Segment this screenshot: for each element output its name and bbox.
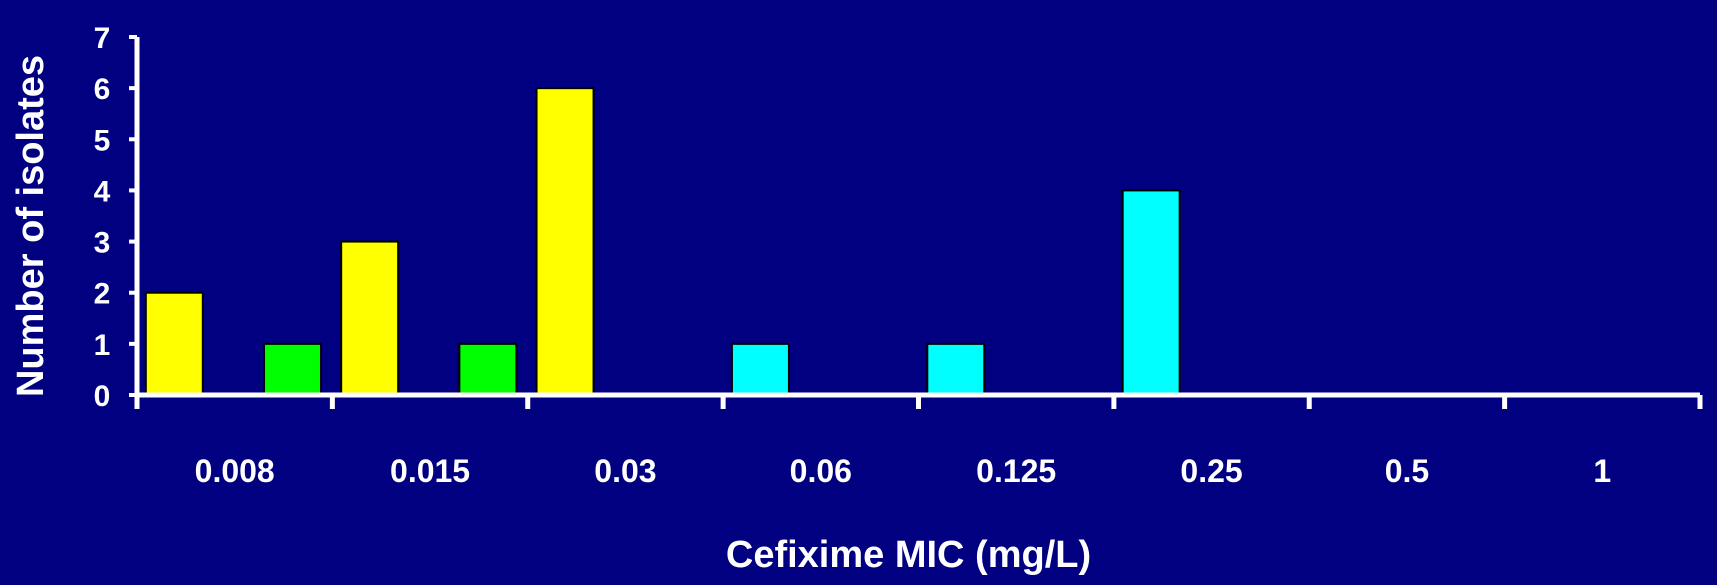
x-tick-label: 0.5: [1385, 453, 1429, 489]
y-tick-label: 2: [94, 278, 111, 311]
y-tick-label: 4: [94, 175, 111, 208]
x-tick-label: 0.03: [594, 453, 656, 489]
y-tick-label: 1: [94, 329, 111, 362]
x-tick-label: 0.015: [390, 453, 470, 489]
x-tick-label: 0.25: [1180, 453, 1242, 489]
x-axis-title: Cefixime MIC (mg/L): [726, 534, 1091, 576]
y-tick-label: 6: [94, 73, 111, 106]
bar: [458, 342, 518, 397]
bar: [926, 342, 986, 397]
y-ticks-group: 0 1 2 3 4 5 6 7: [94, 22, 137, 413]
bar: [144, 291, 204, 397]
bar: [730, 342, 790, 397]
y-tick-label: 5: [94, 124, 111, 157]
x-ticks-group: [134, 395, 1703, 409]
bars-group: [144, 87, 1181, 397]
y-tick-label: 0: [94, 380, 111, 413]
bar: [535, 87, 595, 397]
bar: [262, 342, 322, 397]
x-tick-label: 0.008: [195, 453, 275, 489]
x-tick-label: 0.125: [976, 453, 1056, 489]
x-tick-label: 0.06: [790, 453, 852, 489]
x-tick-labels-group: 0.008 0.015 0.03 0.06 0.125 0.25 0.5 1: [195, 453, 1612, 489]
bar: [340, 240, 400, 396]
y-axis-title: Number of isolates: [10, 55, 52, 397]
y-tick-label: 7: [94, 22, 111, 55]
y-tick-label: 3: [94, 227, 111, 260]
x-tick-label: 1: [1593, 453, 1611, 489]
bar: [1121, 189, 1181, 396]
